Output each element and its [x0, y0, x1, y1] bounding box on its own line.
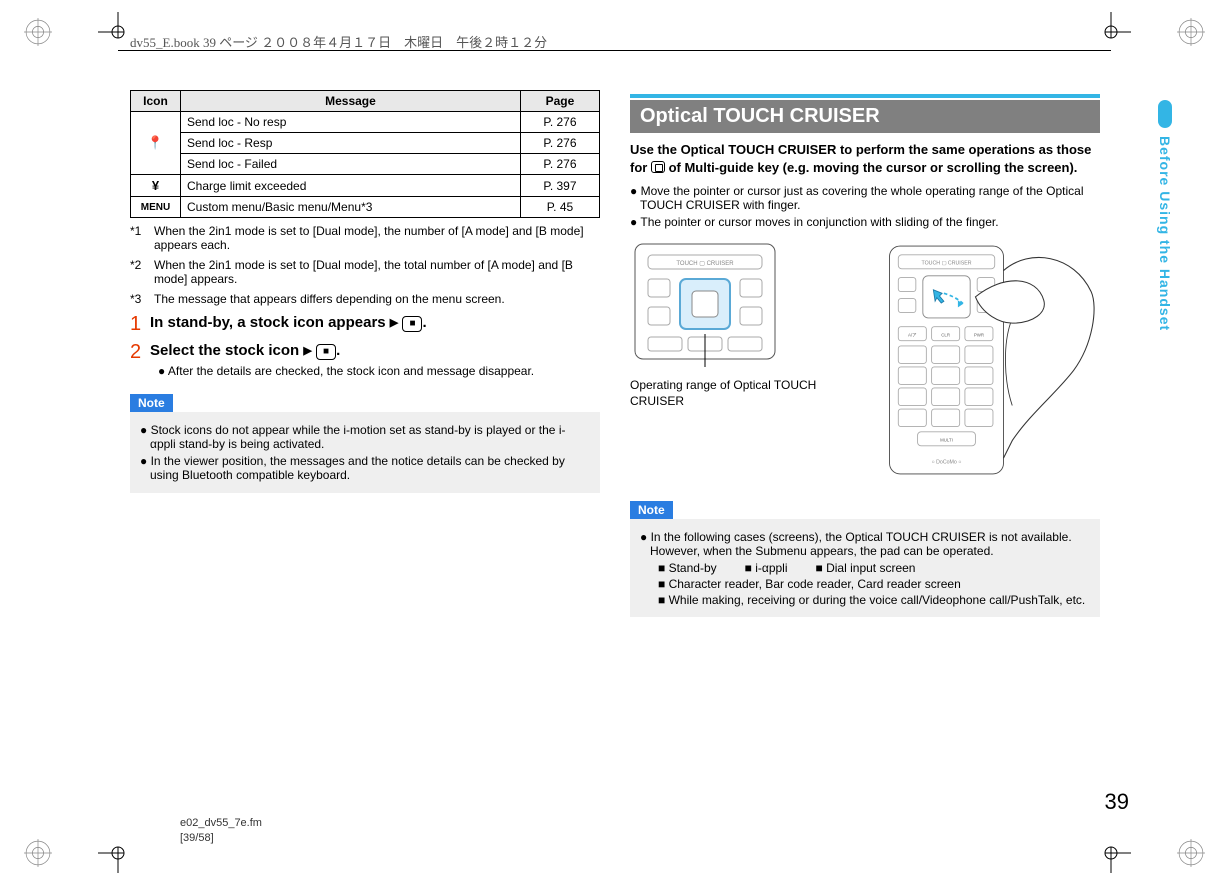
th-message: Message	[181, 91, 521, 112]
cell-page: P. 276	[520, 112, 599, 133]
side-tab-label: Before Using the Handset	[1157, 136, 1173, 331]
location-icon: 📍	[131, 112, 181, 175]
step-text-pre: Select the stock icon	[150, 342, 299, 359]
th-icon: Icon	[131, 91, 181, 112]
heading-accent-bar	[630, 94, 1100, 98]
crop-mark-icon	[98, 833, 138, 873]
cell-page: P. 397	[520, 175, 599, 197]
svg-text:CLR: CLR	[941, 332, 950, 337]
icon-message-table: Icon Message Page 📍 Send loc - No resp P…	[130, 90, 600, 218]
registration-mark-icon	[1177, 18, 1205, 46]
th-page: Page	[520, 91, 599, 112]
section-heading: Optical TOUCH CRUISER	[630, 94, 1100, 133]
step-text-pre: In stand-by, a stock icon appears	[150, 314, 386, 331]
table-row: MENU Custom menu/Basic menu/Menu*3 P. 45	[131, 197, 600, 218]
right-column: Optical TOUCH CRUISER Use the Optical TO…	[630, 90, 1100, 617]
figure-caption: Operating range of Optical TOUCH CRUISER	[630, 378, 852, 409]
phone-top-figure: TOUCH ▢ CRUISER Operating range of Optic…	[630, 239, 852, 409]
table-row: Send loc - Failed P. 276	[131, 154, 600, 175]
registration-mark-icon	[1177, 839, 1205, 867]
step-number: 1	[130, 314, 150, 334]
footer-filename: e02_dv55_7e.fm	[180, 816, 262, 830]
footnote-text: When the 2in1 mode is set to [Dual mode]…	[154, 224, 600, 252]
footnote-num: *1	[130, 224, 154, 252]
svg-text:TOUCH ▢ CRUISER: TOUCH ▢ CRUISER	[676, 261, 734, 267]
sublist-item: Character reader, Bar code reader, Card …	[658, 577, 1090, 591]
sublist-item: Stand-by	[658, 561, 717, 575]
note-box-left: Stock icons do not appear while the i-mo…	[130, 412, 600, 493]
note-intro: In the following cases (screens), the Op…	[640, 530, 1090, 558]
footnote-text: When the 2in1 mode is set to [Dual mode]…	[154, 258, 600, 286]
body-bullet: Move the pointer or cursor just as cover…	[630, 184, 1100, 212]
figure-row: TOUCH ▢ CRUISER Operating range of Optic…	[630, 239, 1100, 484]
svg-text:PWR: PWR	[974, 332, 984, 337]
cell-message: Send loc - Resp	[181, 133, 521, 154]
footnote: *1 When the 2in1 mode is set to [Dual mo…	[130, 224, 600, 252]
step-sub-bullet: After the details are checked, the stock…	[158, 364, 600, 378]
table-row: ¥ Charge limit exceeded P. 397	[131, 175, 600, 197]
note-label: Note	[130, 394, 173, 412]
footnote: *2 When the 2in1 mode is set to [Dual mo…	[130, 258, 600, 286]
svg-text:○ DoCoMo ○: ○ DoCoMo ○	[932, 459, 962, 465]
step-text: Select the stock icon ▶ ■.	[150, 342, 340, 362]
note-sublist: Stand-by i-αppli Dial input screen Chara…	[658, 561, 1090, 607]
sublist-item: While making, receiving or during the vo…	[658, 593, 1090, 607]
footer-pagecount: [39/58]	[180, 831, 262, 845]
cell-page: P. 45	[520, 197, 599, 218]
sublist-item: Dial input screen	[816, 561, 916, 575]
phone-hand-icon: TOUCH ▢ CRUISER A/ア CLR PWR	[872, 239, 1100, 484]
yen-icon: ¥	[131, 175, 181, 197]
footnote: *3 The message that appears differs depe…	[130, 292, 600, 306]
body-bullet: The pointer or cursor moves in conjuncti…	[630, 215, 1100, 229]
triangle-icon: ▶	[303, 345, 311, 357]
menu-icon: MENU	[131, 197, 181, 218]
book-header-text: dv55_E.book 39 ページ ２００８年４月１７日 木曜日 午後２時１２…	[130, 32, 547, 51]
cell-message: Send loc - Failed	[181, 154, 521, 175]
note-item: In the viewer position, the messages and…	[140, 454, 590, 482]
triangle-icon: ▶	[390, 317, 398, 329]
lead-paragraph: Use the Optical TOUCH CRUISER to perform…	[630, 141, 1100, 176]
registration-mark-icon	[24, 839, 52, 867]
note-box-right: In the following cases (screens), the Op…	[630, 519, 1100, 617]
cell-message: Send loc - No resp	[181, 112, 521, 133]
registration-mark-icon	[24, 18, 52, 46]
key-icon: ■	[402, 316, 422, 332]
step-text: In stand-by, a stock icon appears ▶ ■.	[150, 314, 427, 334]
cell-page: P. 276	[520, 133, 599, 154]
note-label: Note	[630, 501, 673, 519]
page-number: 39	[1105, 789, 1129, 815]
step-number: 2	[130, 342, 150, 362]
left-column: Icon Message Page 📍 Send loc - No resp P…	[130, 90, 600, 617]
phone-top-icon: TOUCH ▢ CRUISER	[630, 239, 780, 369]
step-1: 1 In stand-by, a stock icon appears ▶ ■.	[130, 314, 600, 334]
svg-text:TOUCH ▢ CRUISER: TOUCH ▢ CRUISER	[922, 261, 972, 267]
cell-message: Charge limit exceeded	[181, 175, 521, 197]
note-item: Stock icons do not appear while the i-mo…	[140, 423, 590, 451]
footnote-num: *3	[130, 292, 154, 306]
footer-meta: e02_dv55_7e.fm [39/58]	[180, 816, 262, 845]
cell-page: P. 276	[520, 154, 599, 175]
step-2: 2 Select the stock icon ▶ ■.	[130, 342, 600, 362]
svg-text:MULTI: MULTI	[940, 438, 953, 443]
side-tab-pill-icon	[1158, 100, 1172, 128]
table-row: Send loc - Resp P. 276	[131, 133, 600, 154]
section-title: Optical TOUCH CRUISER	[630, 100, 1100, 133]
lead-post: of Multi-guide key (e.g. moving the curs…	[665, 160, 1077, 175]
crop-mark-icon	[1091, 833, 1131, 873]
footnote-text: The message that appears differs dependi…	[154, 292, 505, 306]
key-icon: ■	[316, 344, 336, 360]
cell-message: Custom menu/Basic menu/Menu*3	[181, 197, 521, 218]
footnote-num: *2	[130, 258, 154, 286]
multi-guide-key-icon	[651, 161, 665, 173]
side-tab: Before Using the Handset	[1157, 100, 1173, 331]
table-row: 📍 Send loc - No resp P. 276	[131, 112, 600, 133]
crop-mark-icon	[1091, 12, 1131, 52]
sublist-item: i-αppli	[745, 561, 788, 575]
